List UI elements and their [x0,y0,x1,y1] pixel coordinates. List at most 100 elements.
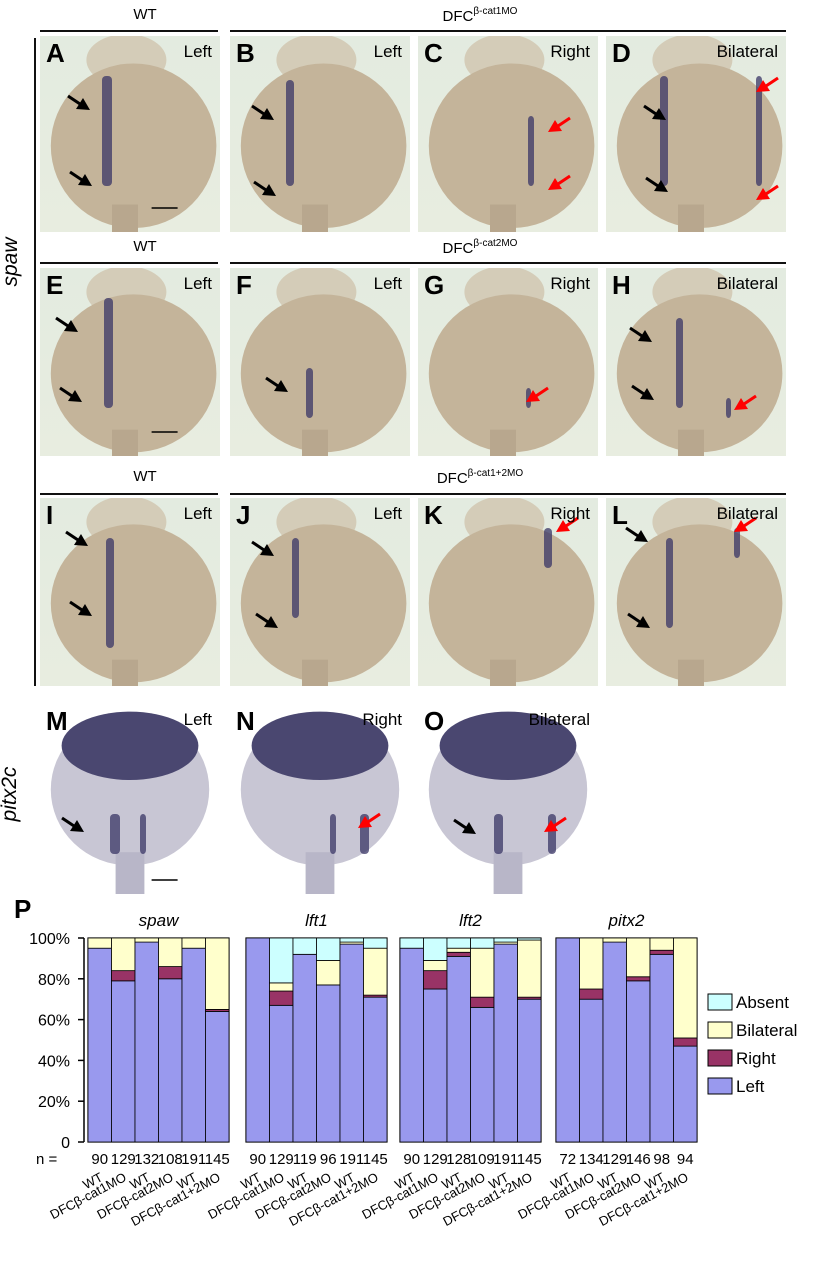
expression-stain [726,398,731,418]
expression-stain [330,814,336,854]
n-value-label: 129 [111,1151,136,1168]
n-value-label: 146 [626,1151,651,1168]
panel-letter: A [46,38,65,68]
n-value-label: 90 [91,1151,108,1168]
bar-segment-left [517,998,542,1143]
panel-label: Right [550,504,590,523]
red-arrow-icon [548,174,571,190]
spaw-bracket-line [34,38,36,686]
bar-segment-left [339,943,364,1143]
bar-segment-bilateral [316,960,341,986]
n-value-label: 128 [446,1151,471,1168]
embryo-panel-m: M Left [40,704,220,894]
embryo-panel-o: O Bilateral [418,704,598,894]
panel-label: Bilateral [716,42,778,61]
panel-letter: I [46,500,54,530]
legend-swatch [707,1077,733,1095]
panel-label: Right [550,42,590,61]
black-arrow-icon [629,326,652,342]
red-arrow-icon [734,516,757,532]
embryo-image [50,36,217,232]
bar-segment-right [446,951,471,957]
bar-segment-bilateral [205,937,230,1010]
embryo-image [50,268,217,456]
expression-stain [102,76,112,186]
row3-wt-header: WT [133,468,157,485]
bar-segment-absent [399,937,424,949]
n-value-label: 108 [158,1151,183,1168]
bar-segment-bilateral [363,947,388,996]
embryo-panel-j: J Left [230,498,410,686]
bar-segment-bilateral [158,937,183,967]
panel-letter: F [236,270,252,300]
expression-stain [660,76,668,186]
panel-label: Left [183,710,212,729]
black-arrow-icon [631,384,654,400]
black-arrow-icon [645,176,668,192]
expression-stain [286,80,294,186]
bar-segment-bilateral [269,982,294,992]
bar-segment-bilateral [181,937,206,949]
n-prefix-label: n = [36,1151,58,1168]
n-value-label: 96 [320,1151,337,1168]
n-value-label: 109 [470,1151,495,1168]
bar-segment-left [399,947,424,1143]
n-value-label: 129 [423,1151,448,1168]
embryo-panel-i: I Left [40,498,220,686]
black-arrow-icon [61,816,84,832]
bar-segment-absent [316,937,341,961]
panel-letter: E [46,270,64,300]
panel-letter: L [612,500,628,530]
embryo-panel-a: A Left [40,36,220,232]
black-arrow-icon [265,376,288,392]
black-arrow-icon [65,530,88,546]
embryo-image [428,36,595,232]
bar-segment-left [134,941,159,1143]
embryo-image [50,498,217,686]
bar-segment-absent [363,937,388,949]
embryo-image [428,268,595,456]
row2-mo-header: DFCβ-cat2MO [442,238,518,257]
n-value-label: 98 [653,1151,670,1168]
embryo-panel-c: C Right [418,36,598,232]
expression-stain [676,318,683,408]
bar-segment-absent [446,937,471,949]
legend-label: Left [736,1077,765,1096]
bar-segment-bilateral [517,939,542,998]
stacked-bar-chart: 100%80%60%40%20%0spaw90WT129DFCβ-cat1MO1… [29,911,797,1229]
bar-segment-bilateral [87,937,112,949]
pitx2c-side-label: pitx2c [0,766,21,822]
bar-segment-bilateral [470,947,495,998]
row2-wt-header: WT [133,238,157,255]
embryo-image [616,36,783,232]
row3-mo-underline [230,493,786,495]
black-arrow-icon [255,612,278,628]
embryo-image [240,498,407,686]
expression-stain [734,528,740,558]
n-value-label: 129 [602,1151,627,1168]
bar-segment-absent [470,937,495,949]
bar-segment-absent [292,937,317,955]
bar-segment-bilateral [446,947,471,953]
black-arrow-icon [643,104,666,120]
bar-segment-left [649,953,674,1143]
bar-segment-bilateral [423,960,448,972]
embryo-panel-e: E Left [40,268,220,456]
bar-segment-right [626,976,651,982]
bar-segment-left [292,953,317,1143]
embryo-image [240,36,407,232]
embryo-panel-h: H Bilateral [606,268,786,456]
row1-wt-header: WT [133,6,157,23]
embryo-panel-k: K Right [418,498,598,686]
embryo-panel-f: F Left [230,268,410,456]
red-arrow-icon [756,76,779,92]
embryo-panel-l: L Bilateral [606,498,786,686]
row3-mo-header: DFCβ-cat1+2MO [436,468,524,487]
black-arrow-icon [69,170,92,186]
y-tick-label: 40% [38,1053,70,1070]
n-value-label: 94 [677,1151,694,1168]
legend-label: Absent [736,993,789,1012]
panel-label: Left [373,42,402,61]
black-arrow-icon [55,316,78,332]
n-value-label: 134 [579,1151,604,1168]
